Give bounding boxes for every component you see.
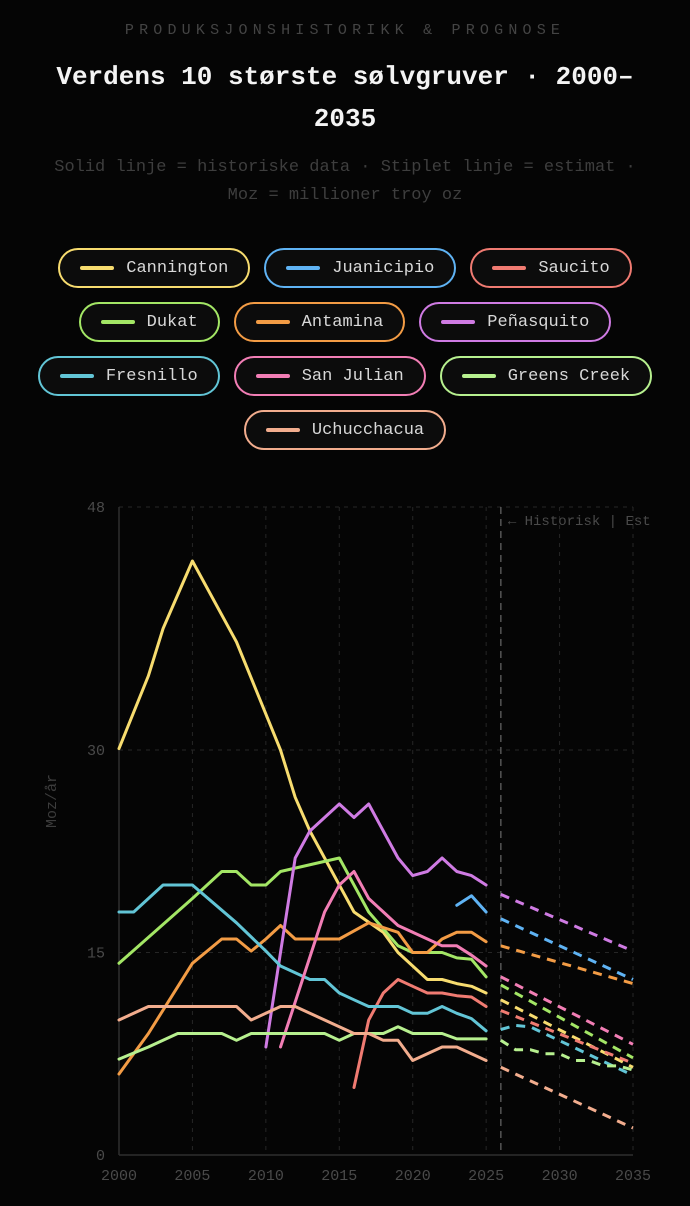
x-tick-label: 2020 bbox=[395, 1168, 431, 1185]
legend-item-greens-creek[interactable]: Greens Creek bbox=[439, 356, 653, 396]
series-line-greens-creek-historical bbox=[117, 1025, 488, 1061]
legend-item-fresnillo[interactable]: Fresnillo bbox=[37, 356, 220, 396]
series-line-uchucchacua-estimate bbox=[500, 1065, 634, 1130]
series-line-fresnillo-estimate bbox=[500, 1023, 634, 1077]
y-tick-label: 30 bbox=[87, 743, 105, 760]
series-line-fresnillo-historical bbox=[117, 883, 488, 1033]
x-tick-label: 2035 bbox=[615, 1168, 651, 1185]
series-line-penasquito-estimate bbox=[500, 893, 634, 953]
legend-label: Fresnillo bbox=[105, 366, 198, 386]
legend-item-antamina[interactable]: Antamina bbox=[233, 302, 406, 342]
eyebrow-label: PRODUKSJONSHISTORIKK & PROGNOSE bbox=[124, 22, 566, 39]
series-line-juanicipio-historical bbox=[455, 894, 488, 914]
x-tick-label: 2010 bbox=[248, 1168, 284, 1185]
legend-swatch bbox=[492, 266, 527, 270]
chart-legend: Cannington Juanicipio Saucito Dukat Antamina… bbox=[20, 248, 670, 450]
series-line-penasquito-historical bbox=[264, 802, 488, 1049]
page-title: Verdens 10 største sølvgruver · 2000–203… bbox=[56, 62, 634, 134]
series-line-uchucchacua-historical bbox=[117, 1005, 488, 1062]
x-tick-label: 2030 bbox=[542, 1168, 578, 1185]
legend-swatch bbox=[286, 266, 321, 270]
x-tick-label: 2000 bbox=[101, 1168, 137, 1185]
legend-swatch bbox=[441, 320, 476, 324]
legend-swatch bbox=[80, 266, 115, 270]
y-tick-label: 48 bbox=[87, 500, 105, 517]
series-line-greens-creek-estimate bbox=[499, 1039, 634, 1072]
series-line-san-julian-estimate bbox=[500, 975, 634, 1046]
legend-item-cannington[interactable]: Cannington bbox=[58, 248, 251, 288]
legend-label: Peñasquito bbox=[487, 312, 590, 332]
legend-item-saucito[interactable]: Saucito bbox=[470, 248, 632, 288]
series-line-saucito-estimate bbox=[500, 1009, 634, 1065]
legend-label: San Julian bbox=[301, 366, 404, 386]
x-tick-label: 2005 bbox=[174, 1168, 210, 1185]
legend-swatch bbox=[461, 374, 496, 378]
legend-item-dukat[interactable]: Dukat bbox=[78, 302, 220, 342]
legend-swatch bbox=[255, 320, 290, 324]
legend-label: Juanicipio bbox=[332, 258, 435, 278]
line-chart: 2000 2005 2010 2015 2020 2025 2030 2035 0 15 30 48 M… bbox=[44, 500, 651, 1185]
legend-label: Cannington bbox=[126, 258, 229, 278]
forecast-divider-label: ← Historisk | Est bbox=[508, 514, 651, 530]
legend-swatch bbox=[59, 374, 94, 378]
y-axis-label: Moz/år bbox=[44, 774, 61, 828]
legend-label: Saucito bbox=[538, 258, 610, 278]
series-line-san-julian-historical bbox=[279, 870, 488, 1049]
series-line-dukat-estimate bbox=[500, 983, 634, 1060]
series-line-cannington-historical bbox=[117, 559, 488, 995]
series-line-cannington-estimate bbox=[500, 998, 634, 1069]
legend-swatch bbox=[265, 428, 300, 432]
series-line-juanicipio-estimate bbox=[500, 917, 634, 981]
series-line-antamina-estimate bbox=[500, 944, 634, 986]
legend-item-san-julian[interactable]: San Julian bbox=[233, 356, 426, 396]
legend-swatch bbox=[100, 320, 135, 324]
x-tick-label: 2015 bbox=[321, 1168, 357, 1185]
legend-label: Uchucchacua bbox=[311, 420, 425, 440]
legend-item-juanicipio[interactable]: Juanicipio bbox=[264, 248, 457, 288]
y-tick-label: 15 bbox=[87, 946, 105, 963]
x-tick-label: 2025 bbox=[468, 1168, 504, 1185]
legend-label: Antamina bbox=[301, 312, 384, 332]
legend-item-uchucchacua[interactable]: Uchucchacua bbox=[243, 410, 447, 450]
legend-label: Dukat bbox=[146, 312, 198, 332]
page-subtitle: Solid linje = historiske data · Stiplet … bbox=[54, 158, 636, 205]
series-line-dukat-historical bbox=[117, 856, 488, 979]
legend-label: Greens Creek bbox=[507, 366, 631, 386]
legend-swatch bbox=[255, 374, 290, 378]
legend-item-penasquito[interactable]: Peñasquito bbox=[419, 302, 612, 342]
y-tick-label: 0 bbox=[96, 1148, 105, 1165]
